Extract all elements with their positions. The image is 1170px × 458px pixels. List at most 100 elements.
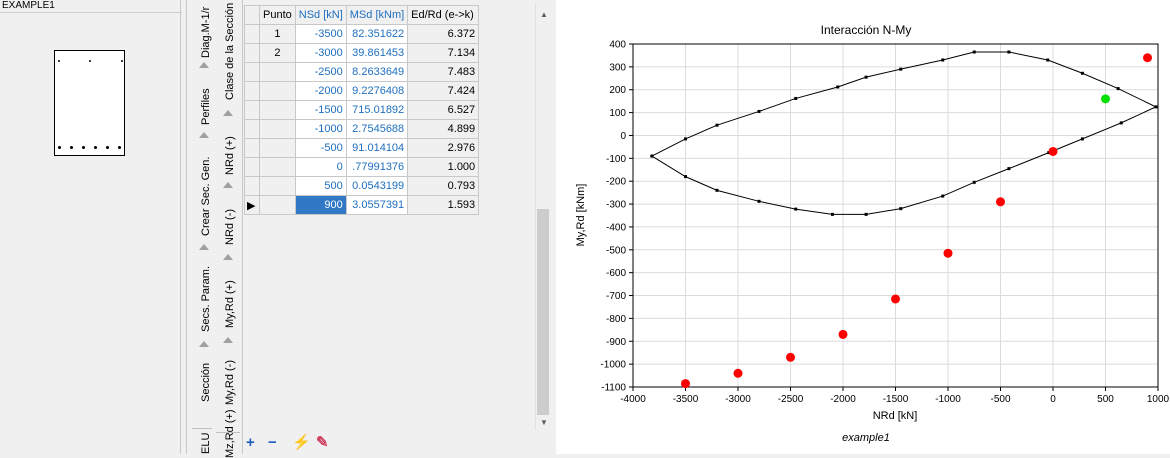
tab-mzrd-pos[interactable]: Mz,Rd (+) xyxy=(224,409,236,458)
cell-ed-rd: 7.424 xyxy=(407,81,480,101)
curve-point xyxy=(650,154,654,158)
cell-punto[interactable] xyxy=(259,176,296,196)
row-selector[interactable] xyxy=(244,62,260,82)
cell-nsd[interactable]: -500 xyxy=(294,138,347,158)
table-row[interactable]: 0.77991376 1.000 xyxy=(244,157,480,177)
tab-strip-border xyxy=(242,0,243,454)
table-row[interactable]: -2000 9.2276408 7.424 xyxy=(244,81,480,101)
table-row[interactable]: ▶ 900 3.0557391 1.593 xyxy=(244,195,480,215)
y-tick-label: -400 xyxy=(606,222,626,233)
row-selector[interactable] xyxy=(244,119,260,139)
cell-nsd[interactable]: 500 xyxy=(294,176,347,196)
cell-nsd[interactable]: -3000 xyxy=(294,43,347,63)
tab-myrd-pos[interactable]: My,Rd (+) xyxy=(224,280,236,328)
tab-myrd-neg[interactable]: My,Rd (-) xyxy=(224,359,236,405)
section-drawing xyxy=(54,50,125,156)
x-tick-label: -2500 xyxy=(778,394,804,405)
cell-punto[interactable] xyxy=(259,157,296,177)
col-header-ed-rd[interactable]: Ed/Rd (e->k) xyxy=(407,5,480,25)
tab-scroll-up-icon[interactable] xyxy=(199,341,209,347)
tab-scroll-up-icon[interactable] xyxy=(199,244,209,250)
tab-scroll-up-icon[interactable] xyxy=(223,254,233,260)
cell-punto[interactable] xyxy=(259,62,296,82)
cell-msd[interactable]: 0.0543199 xyxy=(345,176,409,196)
table-row[interactable]: 1 -3500 82.351622 6.372 xyxy=(244,24,480,44)
cell-punto[interactable] xyxy=(259,81,296,101)
bottom-bar xyxy=(58,146,61,149)
x-tick-label: 500 xyxy=(1097,394,1114,405)
col-header-msd[interactable]: MSd [kNm] xyxy=(345,5,409,25)
x-tick-label: -3500 xyxy=(673,394,699,405)
scrollbar-thumb[interactable] xyxy=(537,209,549,415)
row-selector[interactable] xyxy=(244,100,260,120)
cell-punto[interactable] xyxy=(259,195,296,215)
cell-msd[interactable]: 3.0557391 xyxy=(345,195,409,215)
cell-nsd[interactable]: -2500 xyxy=(294,62,347,82)
tab-scroll-up-icon[interactable] xyxy=(223,182,233,188)
tab-scroll-up-icon[interactable] xyxy=(199,132,209,138)
tab-elu[interactable]: ELU xyxy=(200,432,212,454)
y-tick-label: -100 xyxy=(606,154,626,165)
table-row[interactable]: -500 91.014104 2.976 xyxy=(244,138,480,158)
cell-msd[interactable]: 715.01892 xyxy=(345,100,409,120)
row-selector[interactable] xyxy=(244,138,260,158)
cell-punto[interactable] xyxy=(259,119,296,139)
row-selector[interactable] xyxy=(244,43,260,63)
cell-nsd[interactable]: -1000 xyxy=(294,119,347,139)
row-selector[interactable] xyxy=(244,157,260,177)
row-selector[interactable] xyxy=(244,176,260,196)
cell-nsd[interactable]: -2000 xyxy=(294,81,347,101)
cell-msd[interactable]: 9.2276408 xyxy=(345,81,409,101)
tab-diag-m-1-r[interactable]: Diag.M-1/r xyxy=(200,6,212,58)
y-tick-label: -1100 xyxy=(601,383,626,394)
cell-nsd[interactable]: -1500 xyxy=(294,100,347,120)
cell-msd[interactable]: .77991376 xyxy=(345,157,409,177)
cell-punto[interactable]: 2 xyxy=(259,43,296,63)
scroll-down-arrow-icon[interactable]: ▼ xyxy=(540,418,548,427)
cell-punto[interactable] xyxy=(259,138,296,158)
tab-nrd-pos[interactable]: NRd (+) xyxy=(224,136,236,175)
cell-msd[interactable]: 82.351622 xyxy=(345,24,409,44)
row-selector[interactable]: ▶ xyxy=(244,195,260,215)
col-header-punto[interactable]: Punto xyxy=(259,5,296,25)
tab-scroll-up-icon[interactable] xyxy=(223,110,233,116)
splitter[interactable] xyxy=(180,0,181,454)
cell-ed-rd: 4.899 xyxy=(407,119,480,139)
cell-nsd[interactable]: -3500 xyxy=(294,24,347,44)
cell-msd[interactable]: 2.7545688 xyxy=(345,119,409,139)
cell-punto[interactable] xyxy=(259,100,296,120)
tab-divider xyxy=(192,428,212,429)
cell-msd[interactable]: 39.861453 xyxy=(345,43,409,63)
tab-perfiles[interactable]: Perfiles xyxy=(200,88,212,125)
table-row[interactable]: 500 0.0543199 0.793 xyxy=(244,176,480,196)
table-row[interactable]: -1500 715.01892 6.527 xyxy=(244,100,480,120)
table-row[interactable]: -1000 2.7545688 4.899 xyxy=(244,119,480,139)
tab-scroll-up-icon[interactable] xyxy=(223,337,233,343)
table-row[interactable]: 2 -3000 39.861453 7.134 xyxy=(244,43,480,63)
bottom-bar xyxy=(94,146,97,149)
tab-crear-sec-gen[interactable]: Crear Sec. Gen. xyxy=(200,156,212,236)
tab-secs-param[interactable]: Secs. Param. xyxy=(200,265,212,332)
tab-clase-seccion[interactable]: Clase de la Sección xyxy=(224,2,236,100)
remove-row-icon[interactable]: − xyxy=(268,434,277,451)
cell-punto[interactable]: 1 xyxy=(259,24,296,44)
load-point-outside xyxy=(733,368,743,378)
tab-seccion[interactable]: Sección xyxy=(200,362,212,402)
tab-scroll-up-icon[interactable] xyxy=(199,62,209,68)
row-selector[interactable] xyxy=(244,24,260,44)
col-header-nsd[interactable]: NSd [kN] xyxy=(294,5,347,25)
cell-msd[interactable]: 91.014104 xyxy=(345,138,409,158)
scroll-up-arrow-icon[interactable]: ▲ xyxy=(540,10,548,19)
add-row-icon[interactable]: + xyxy=(246,434,255,451)
cell-msd[interactable]: 8.2633649 xyxy=(345,62,409,82)
cell-nsd[interactable]: 0 xyxy=(294,157,347,177)
table-row[interactable]: -2500 8.2633649 7.483 xyxy=(244,62,480,82)
eraser-icon[interactable]: ✎ xyxy=(316,434,329,451)
curve-point xyxy=(972,50,976,54)
curve-point xyxy=(972,180,976,184)
row-selector[interactable] xyxy=(244,81,260,101)
cell-nsd[interactable]: 900 xyxy=(294,195,347,215)
curve-point xyxy=(836,85,840,89)
calculate-lightning-icon[interactable]: ⚡ xyxy=(292,434,311,451)
tab-nrd-neg[interactable]: NRd (-) xyxy=(224,208,236,245)
